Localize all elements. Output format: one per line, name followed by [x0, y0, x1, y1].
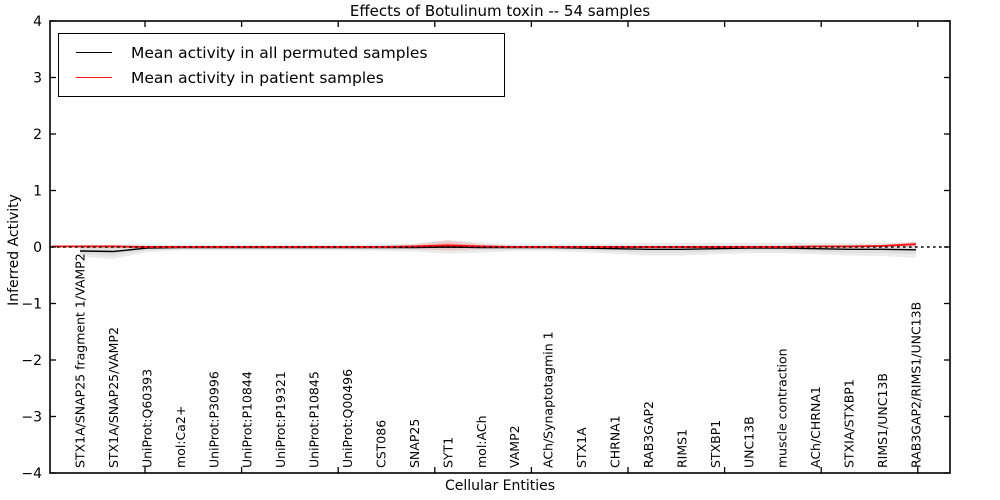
y-tick-label: −2 — [21, 353, 42, 369]
x-category-label: RAB3GAP2/RIMS1/UNC13B — [909, 302, 924, 468]
legend-entry-label: Mean activity in all permuted samples — [131, 43, 428, 62]
x-category-label: RIMS1 — [674, 429, 689, 468]
x-category-label: UniProt:Q00496 — [340, 369, 355, 468]
y-tick-label: 1 — [33, 184, 42, 200]
x-category-label: UniProt:P30996 — [206, 371, 221, 468]
x-category-label: CHRNA1 — [608, 415, 623, 468]
x-category-label: UniProt:Q60393 — [139, 369, 154, 468]
x-category-label: UniProt:P10845 — [307, 371, 322, 468]
x-category-label: STX1A/SNAP25 fragment 1/VAMP2 — [73, 253, 88, 468]
red-line-sample-icon — [76, 77, 112, 78]
y-tick-label: −4 — [21, 466, 42, 482]
x-category-label: RAB3GAP2 — [641, 401, 656, 468]
x-category-label: UniProt:P19321 — [273, 371, 288, 468]
y-tick-label: 4 — [33, 14, 42, 30]
x-category-label: STXBP1 — [708, 420, 723, 468]
y-tick-label: 2 — [33, 127, 42, 143]
x-category-label: STX1A/SNAP25/VAMP2 — [106, 327, 121, 468]
legend-entry-label: Mean activity in patient samples — [131, 68, 384, 87]
chart-title: Effects of Botulinum toxin -- 54 samples — [349, 2, 651, 20]
y-tick-label: −1 — [21, 297, 42, 313]
legend: Mean activity in all permuted samples Me… — [58, 33, 505, 97]
y-axis-label: Inferred Activity — [6, 194, 22, 306]
x-category-label: SYT1 — [440, 437, 455, 468]
legend-entry-patient: Mean activity in patient samples — [59, 69, 504, 87]
black-line-sample-icon — [76, 52, 112, 53]
y-tick-label: 0 — [33, 240, 42, 256]
x-category-label: CST086 — [374, 420, 389, 468]
legend-entry-permuted: Mean activity in all permuted samples — [59, 44, 504, 62]
x-category-label: muscle contraction — [775, 348, 790, 468]
x-category-label: UniProt:P10844 — [240, 371, 255, 468]
x-category-label: VAMP2 — [507, 425, 522, 468]
x-axis-label: Cellular Entities — [444, 478, 556, 494]
x-category-label: mol:ACh — [474, 416, 489, 469]
x-category-label: STXIA/STXBP1 — [842, 379, 857, 468]
x-category-label: ACh/Synaptotagmin 1 — [541, 331, 556, 468]
x-category-label: STX1A — [574, 427, 589, 468]
y-tick-label: 3 — [33, 71, 42, 87]
x-category-label: UNC13B — [741, 416, 756, 468]
x-category-label: ACh/CHRNA1 — [808, 386, 823, 468]
x-category-label: RIMS1/UNC13B — [875, 373, 890, 468]
x-category-label: mol:Ca2+ — [173, 406, 188, 468]
x-category-label: SNAP25 — [407, 419, 422, 468]
y-tick-label: −3 — [21, 410, 42, 426]
